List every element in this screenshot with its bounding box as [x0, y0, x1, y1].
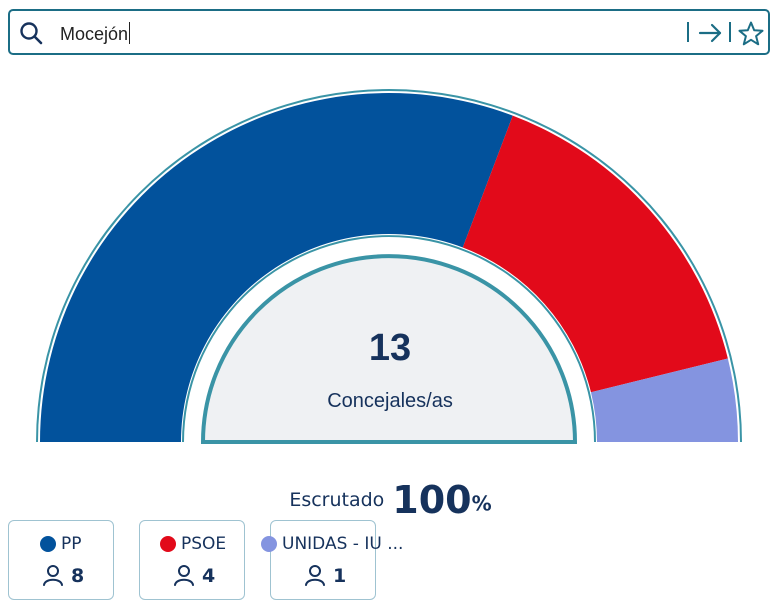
party-seats: 1: [333, 565, 347, 587]
arrow-right-icon[interactable]: [696, 20, 726, 46]
party-name: PSOE: [181, 534, 227, 554]
party-name: PP: [61, 534, 82, 554]
escrutado-status: Escrutado 100%: [0, 478, 781, 522]
chart-center: [200, 254, 578, 444]
total-seats-value: 13: [369, 327, 411, 369]
seats-chart: 13 Concejales/as: [36, 89, 742, 444]
party-name: UNIDAS - IU ...: [282, 534, 404, 554]
person-icon: [43, 565, 63, 586]
person-icon: [305, 565, 325, 586]
chart-center-disk: [200, 254, 578, 444]
party-card[interactable]: PSOE 4: [139, 520, 245, 600]
party-color-dot: [160, 536, 176, 552]
star-icon[interactable]: [737, 20, 765, 48]
divider: [687, 22, 689, 42]
divider: [729, 22, 731, 42]
party-card[interactable]: PP 8: [8, 520, 114, 600]
party-seats: 4: [202, 565, 216, 587]
text-caret: [129, 22, 131, 44]
search-input[interactable]: Mocejón: [60, 22, 131, 45]
escrutado-label: Escrutado: [289, 489, 385, 511]
escrutado-value: 100: [392, 478, 472, 522]
party-card[interactable]: UNIDAS - IU ... 1: [261, 520, 403, 600]
slice-unidas-iu[interactable]: [590, 358, 738, 442]
party-seats: 8: [71, 565, 85, 587]
seat-slices: [40, 92, 738, 443]
party-color-dot: [40, 536, 56, 552]
person-icon: [174, 565, 194, 586]
search-icon[interactable]: [19, 21, 43, 45]
escrutado-unit: %: [471, 491, 492, 516]
slice-psoe[interactable]: [462, 115, 728, 393]
party-color-dot: [261, 536, 277, 552]
slice-pp[interactable]: [40, 92, 513, 443]
search-query-text: Mocejón: [60, 24, 129, 44]
search-bar[interactable]: Mocejón: [8, 9, 770, 55]
total-seats-label: Concejales/as: [327, 390, 453, 412]
